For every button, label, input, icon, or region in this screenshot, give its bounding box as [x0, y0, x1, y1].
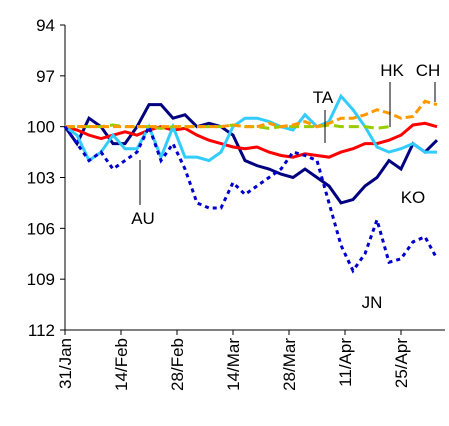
x-tick-label: 14/Mar — [224, 338, 243, 391]
y-tick-label: 106 — [27, 219, 55, 238]
y-tick-label: 100 — [27, 118, 55, 137]
series-line — [65, 99, 438, 129]
series-label: TA — [313, 88, 334, 107]
y-tick-label: 109 — [27, 270, 55, 289]
series-line — [63, 103, 439, 205]
x-tick-label: 25/Apr — [392, 338, 411, 388]
series-label: JN — [362, 293, 383, 312]
series-label: AU — [131, 209, 155, 228]
x-tick-label: 28/Mar — [280, 338, 299, 391]
x-tick-label: 14/Feb — [112, 338, 131, 391]
series-label: KO — [401, 188, 426, 207]
series-label: CH — [416, 61, 441, 80]
series-label: HK — [380, 61, 404, 80]
x-tick-label: 28/Feb — [168, 338, 187, 391]
y-tick-label: 112 — [28, 321, 55, 340]
y-tick-label: 103 — [27, 169, 55, 188]
y-tick-label: 94 — [36, 16, 55, 35]
x-tick-label: 11/Apr — [336, 338, 355, 387]
y-tick-label: 97 — [36, 67, 55, 86]
series-line — [64, 93, 437, 163]
x-tick-label: 31/Jan — [56, 338, 75, 389]
